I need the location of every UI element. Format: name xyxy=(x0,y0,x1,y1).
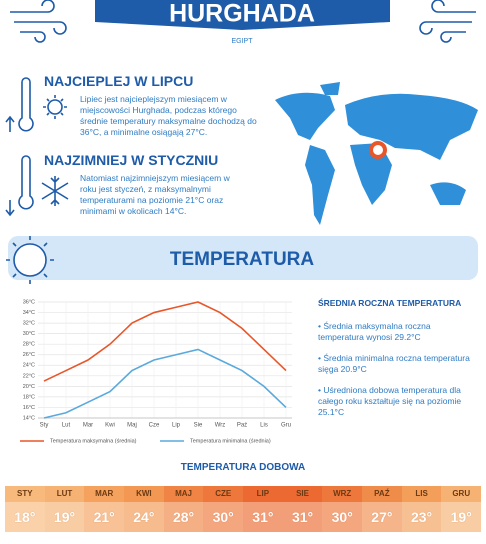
daily-column: LIS 23° xyxy=(401,486,442,532)
daily-temp: 30° xyxy=(322,502,362,532)
daily-month: LIS xyxy=(415,489,428,498)
series-line xyxy=(43,301,287,382)
daily-column: LIP 31° xyxy=(243,486,283,532)
stats-item: • Średnia minimalna roczna temperatura s… xyxy=(318,353,478,375)
x-tick-label: Mar xyxy=(83,423,93,429)
wind-icon-left xyxy=(10,0,67,43)
daily-title: TEMPERATURA DOBOWA xyxy=(180,462,306,473)
x-tick-label: Cze xyxy=(149,423,160,429)
hottest-title: NAJCIEPLEJ W LIPCU xyxy=(44,73,194,89)
daily-month: PAŹ xyxy=(374,489,390,498)
y-tick-label: 26°C xyxy=(23,352,35,358)
daily-temp: 28° xyxy=(164,502,204,532)
daily-temp: 31° xyxy=(243,502,283,532)
daily-temp: 19° xyxy=(441,502,481,532)
daily-temp: 19° xyxy=(45,502,85,532)
daily-column: SIE 31° xyxy=(282,486,323,532)
city-title: HURGHADA xyxy=(169,0,315,28)
x-tick-label: Sie xyxy=(194,423,203,429)
coldest-title: NAJZIMNIEJ W STYCZNIU xyxy=(44,152,219,168)
daily-column: PAŹ 27° xyxy=(362,486,402,532)
stats-item: • Średnia maksymalna roczna temperatura … xyxy=(318,321,478,343)
daily-temp: 18° xyxy=(5,502,45,532)
x-tick-label: Lip xyxy=(172,423,181,429)
section-title: TEMPERATURA xyxy=(170,249,315,270)
x-tick-label: Gru xyxy=(281,423,291,429)
y-tick-label: 24°C xyxy=(23,363,35,369)
y-tick-label: 18°C xyxy=(23,394,35,400)
daily-temp: 23° xyxy=(402,502,442,532)
coldest-text: Natomiast najzimniejszym miesiącem w rok… xyxy=(80,173,230,216)
daily-temp: 31° xyxy=(283,502,323,532)
y-tick-label: 22°C xyxy=(23,373,35,379)
y-tick-label: 32°C xyxy=(23,321,35,327)
daily-month: WRZ xyxy=(333,489,352,498)
legend-label: Temperatura minimalna (średnia) xyxy=(190,438,271,444)
thermo-cold xyxy=(5,155,69,217)
bullet: • xyxy=(318,321,324,331)
stats-item-text: Uśredniona dobowa temperatura dla całego… xyxy=(318,385,462,417)
banner xyxy=(95,0,390,30)
daily-column: WRZ 30° xyxy=(322,486,363,532)
section-band xyxy=(8,236,478,280)
y-tick-label: 20°C xyxy=(23,384,35,390)
daily-column: KWI 24° xyxy=(124,486,164,532)
daily-column: MAR 21° xyxy=(84,486,125,532)
y-tick-label: 16°C xyxy=(23,405,35,411)
sun-icon xyxy=(6,236,54,284)
country: EGIPT xyxy=(231,38,253,45)
daily-column: GRU 19° xyxy=(441,486,482,532)
daily-month: MAJ xyxy=(175,489,192,498)
location-marker xyxy=(369,141,387,159)
x-tick-label: Lis xyxy=(260,423,268,429)
daily-month: KWI xyxy=(136,489,152,498)
daily-month: LUT xyxy=(56,489,73,498)
y-tick-label: 28°C xyxy=(23,342,35,348)
x-tick-label: Lut xyxy=(62,423,71,429)
daily-month: LIP xyxy=(256,489,270,498)
world-map xyxy=(275,82,478,225)
daily-temp: 24° xyxy=(124,502,164,532)
x-tick-label: Sty xyxy=(40,423,49,429)
hottest-text: Lipiec jest najcieplejszym miesiącem w m… xyxy=(80,94,257,137)
y-tick-label: 14°C xyxy=(23,415,35,421)
daily-temp: 27° xyxy=(362,502,402,532)
stats-item: • Uśredniona dobowa temperatura dla całe… xyxy=(318,385,478,418)
stats-title: ŚREDNIA ROCZNA TEMPERATURA xyxy=(318,298,462,308)
daily-column: MAJ 28° xyxy=(163,486,204,532)
y-tick-label: 34°C xyxy=(23,310,35,316)
stats-item-text: Średnia maksymalna roczna temperatura wy… xyxy=(318,321,431,342)
series-line xyxy=(43,348,287,419)
x-tick-label: Paź xyxy=(237,423,247,429)
wind-icon-right xyxy=(419,0,476,43)
x-tick-label: Wrz xyxy=(215,423,226,429)
daily-column: CZE 30° xyxy=(203,486,244,532)
stats-item-text: Średnia minimalna roczna temperatura się… xyxy=(318,353,470,374)
bullet: • xyxy=(318,353,324,363)
daily-column: STY 18° xyxy=(5,486,45,532)
daily-month: SIE xyxy=(296,489,309,498)
stats: ŚREDNIA ROCZNA TEMPERATURA • Średnia mak… xyxy=(318,298,478,428)
bullet: • xyxy=(318,385,324,395)
daily-temp: 21° xyxy=(84,502,124,532)
thermo-hot xyxy=(5,77,67,132)
daily-temp: 30° xyxy=(203,502,243,532)
daily-month: CZE xyxy=(215,489,232,498)
x-tick-label: Maj xyxy=(127,423,137,429)
y-tick-label: 30°C xyxy=(23,331,35,337)
daily-table: STY 18° LUT 19° MAR 21° KWI 24° MAJ 28° CZE 30° LIP 3… xyxy=(5,486,482,532)
line-chart: 14°C 16°C 18°C 20°C 22°C 24°C 26°C 28°C 30°C 32°C… xyxy=(20,299,292,444)
y-tick-label: 36°C xyxy=(23,299,35,305)
daily-column: LUT 19° xyxy=(44,486,85,532)
legend-label: Temperatura maksymalna (średnia) xyxy=(50,438,137,444)
daily-month: MAR xyxy=(95,489,114,498)
daily-month: STY xyxy=(17,489,33,498)
daily-month: GRU xyxy=(452,489,471,498)
x-tick-label: Kwi xyxy=(105,423,115,429)
